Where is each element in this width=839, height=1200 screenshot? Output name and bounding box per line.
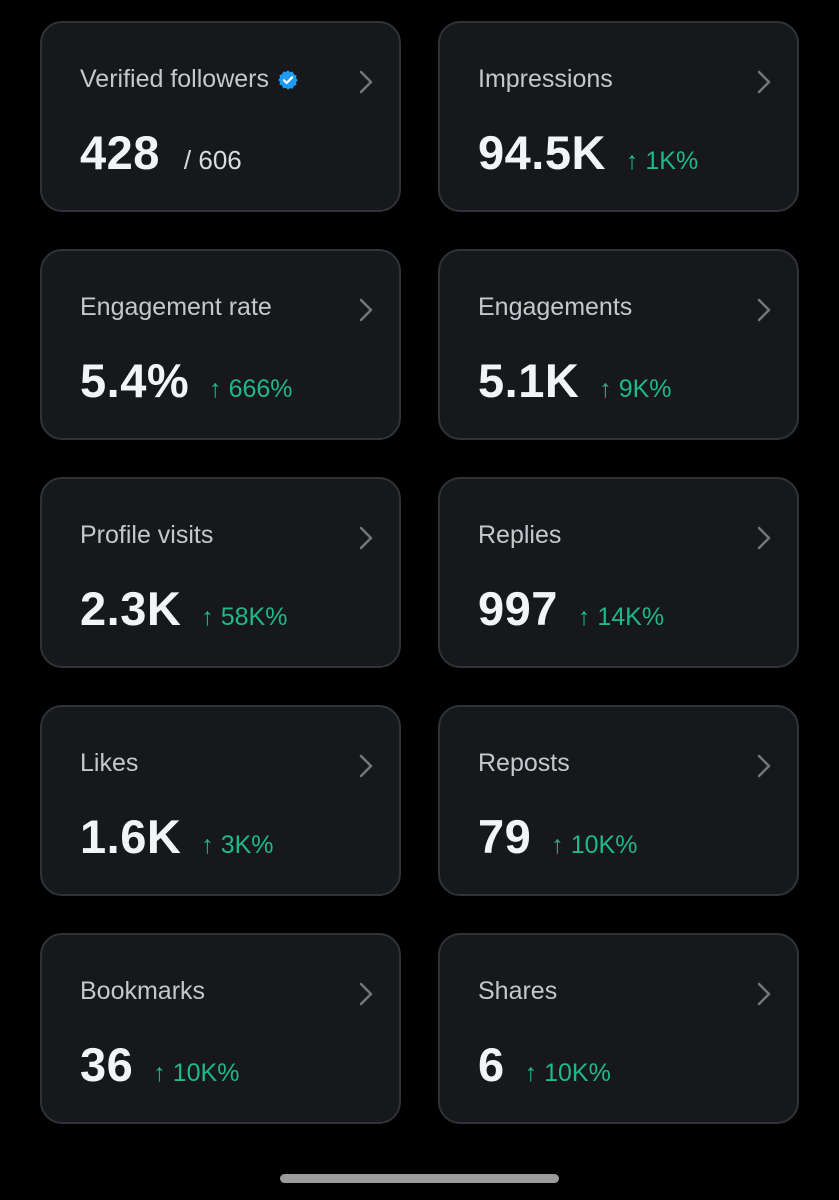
card-title-row: Profile visits bbox=[80, 521, 213, 550]
metric-value-row: 5.4% ↑ 666% bbox=[80, 353, 293, 408]
metric-change: ↑ 14K% bbox=[577, 603, 665, 631]
metric-change: ↑ 666% bbox=[209, 375, 293, 403]
card-title: Bookmarks bbox=[80, 977, 206, 1005]
card-verified-followers[interactable]: Verified followers 428 / 606 bbox=[40, 21, 401, 212]
card-replies[interactable]: Replies 997 ↑ 14K% bbox=[438, 477, 799, 668]
card-title: Reposts bbox=[478, 749, 570, 777]
metric-value: 997 bbox=[478, 582, 558, 635]
chevron-right-icon[interactable] bbox=[753, 525, 775, 551]
card-title: Replies bbox=[478, 521, 562, 549]
chevron-right-icon[interactable] bbox=[355, 753, 377, 779]
metric-value-row: 94.5K ↑ 1K% bbox=[478, 125, 698, 180]
metric-value-row: 79 ↑ 10K% bbox=[478, 809, 637, 864]
card-title-row: Engagements bbox=[478, 293, 632, 322]
metric-value: 5.1K bbox=[478, 354, 580, 407]
card-title: Impressions bbox=[478, 65, 613, 93]
card-title-row: Likes bbox=[80, 749, 138, 778]
chevron-right-icon[interactable] bbox=[753, 69, 775, 95]
card-title-row: Shares bbox=[478, 977, 557, 1006]
metric-change: ↑ 10K% bbox=[153, 1059, 240, 1087]
chevron-right-icon[interactable] bbox=[753, 297, 775, 323]
card-title-row: Replies bbox=[478, 521, 561, 550]
chevron-right-icon[interactable] bbox=[355, 297, 377, 323]
chevron-right-icon[interactable] bbox=[753, 753, 775, 779]
card-likes[interactable]: Likes 1.6K ↑ 3K% bbox=[40, 705, 401, 896]
card-title: Shares bbox=[478, 977, 558, 1005]
card-title: Likes bbox=[80, 749, 139, 777]
metric-value: 1.6K bbox=[80, 810, 182, 863]
metric-change: ↑ 10K% bbox=[524, 1059, 611, 1087]
chevron-right-icon[interactable] bbox=[355, 69, 377, 95]
metric-value: 94.5K bbox=[478, 126, 606, 179]
metric-change: ↑ 58K% bbox=[201, 603, 288, 631]
metric-change: ↑ 1K% bbox=[625, 147, 699, 175]
card-bookmarks[interactable]: Bookmarks 36 ↑ 10K% bbox=[40, 933, 401, 1124]
verified-badge-icon bbox=[278, 69, 298, 90]
metric-total: / 606 bbox=[183, 145, 242, 175]
card-reposts[interactable]: Reposts 79 ↑ 10K% bbox=[438, 705, 799, 896]
metric-value-row: 428 / 606 bbox=[80, 125, 242, 180]
metric-value-row: 1.6K ↑ 3K% bbox=[80, 809, 274, 864]
card-title: Profile visits bbox=[80, 521, 214, 549]
card-title-row: Impressions bbox=[478, 65, 613, 94]
chevron-right-icon[interactable] bbox=[355, 525, 377, 551]
card-title: Verified followers bbox=[80, 65, 269, 93]
metric-value: 6 bbox=[478, 1038, 505, 1091]
card-impressions[interactable]: Impressions 94.5K ↑ 1K% bbox=[438, 21, 799, 212]
metric-value: 79 bbox=[478, 810, 532, 863]
chevron-right-icon[interactable] bbox=[355, 981, 377, 1007]
metric-change: ↑ 10K% bbox=[551, 831, 638, 859]
metric-value: 2.3K bbox=[80, 582, 182, 635]
card-title-row: Engagement rate bbox=[80, 293, 272, 322]
analytics-card-grid: Verified followers 428 / 606 Impressions… bbox=[40, 21, 799, 1124]
card-title: Engagement rate bbox=[80, 293, 272, 321]
metric-value-row: 5.1K ↑ 9K% bbox=[478, 353, 672, 408]
card-title: Engagements bbox=[478, 293, 633, 321]
card-profile-visits[interactable]: Profile visits 2.3K ↑ 58K% bbox=[40, 477, 401, 668]
metric-value-row: 6 ↑ 10K% bbox=[478, 1037, 611, 1092]
metric-value-row: 2.3K ↑ 58K% bbox=[80, 581, 287, 636]
metric-value: 36 bbox=[80, 1038, 134, 1091]
metric-value-row: 997 ↑ 14K% bbox=[478, 581, 664, 636]
card-engagement-rate[interactable]: Engagement rate 5.4% ↑ 666% bbox=[40, 249, 401, 440]
home-indicator-bar[interactable] bbox=[280, 1174, 559, 1183]
card-title-row: Reposts bbox=[478, 749, 570, 778]
metric-value-row: 36 ↑ 10K% bbox=[80, 1037, 239, 1092]
metric-value: 428 bbox=[80, 126, 160, 179]
metric-value: 5.4% bbox=[80, 354, 190, 407]
card-shares[interactable]: Shares 6 ↑ 10K% bbox=[438, 933, 799, 1124]
card-title-row: Bookmarks bbox=[80, 977, 205, 1006]
card-title-row: Verified followers bbox=[80, 65, 299, 94]
metric-change: ↑ 9K% bbox=[599, 375, 672, 403]
card-engagements[interactable]: Engagements 5.1K ↑ 9K% bbox=[438, 249, 799, 440]
chevron-right-icon[interactable] bbox=[753, 981, 775, 1007]
metric-change: ↑ 3K% bbox=[201, 831, 274, 859]
